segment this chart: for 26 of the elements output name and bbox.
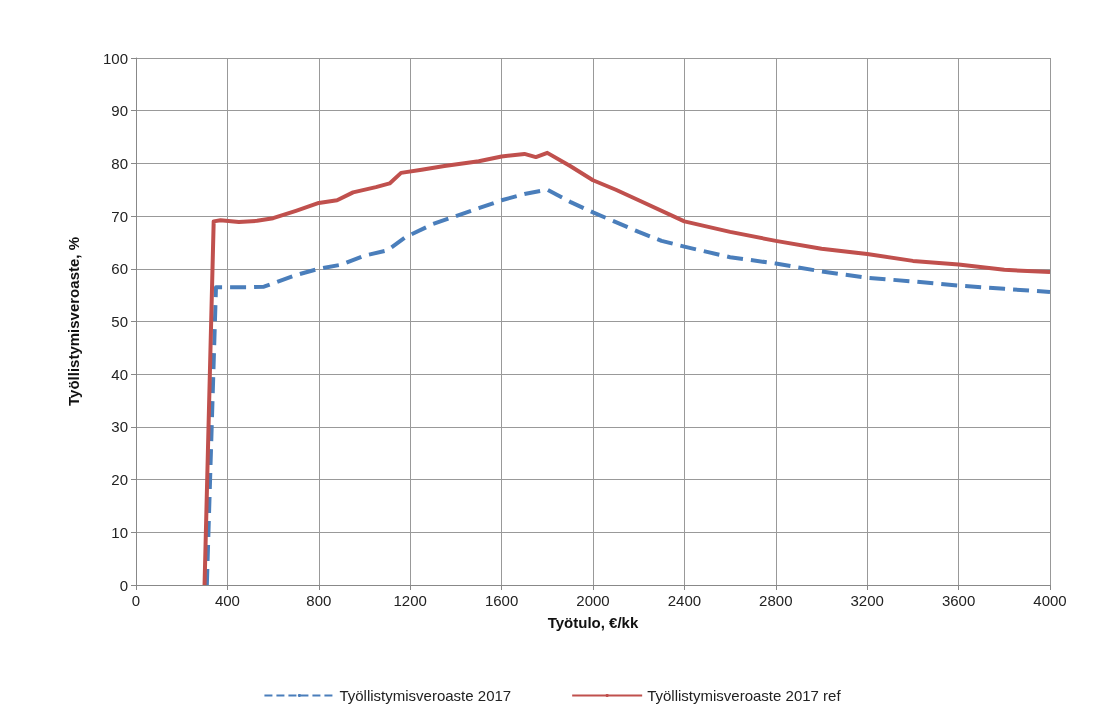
x-tick-label: 1200	[393, 592, 427, 609]
x-axis-title: Työtulo, €/kk	[547, 614, 639, 631]
x-tick-label: 3200	[850, 592, 884, 609]
x-tick-label: 3600	[941, 592, 976, 609]
y-tick-label: 40	[111, 365, 128, 383]
y-tick-label: 30	[111, 418, 128, 436]
y-tick-label: 10	[111, 523, 128, 541]
x-tick-label: 2800	[759, 592, 793, 609]
y-tick-label: 90	[111, 102, 128, 120]
y-tick-label: 70	[111, 207, 128, 225]
x-tick-label: 1600	[484, 592, 519, 609]
x-tick-label: 4000	[1033, 592, 1067, 609]
y-axis-title: Työllistymisveroaste, %	[65, 237, 82, 406]
legend-label: Työllistymisveroaste 2017 ref	[647, 687, 842, 704]
y-tick-label: 80	[111, 154, 128, 172]
x-tick-label: 0	[131, 592, 141, 609]
y-tick-label: 0	[119, 576, 128, 594]
legend-label: Työllistymisveroaste 2017	[339, 687, 512, 704]
y-tick-label: 60	[111, 260, 128, 278]
y-tick-label: 100	[102, 49, 128, 67]
y-tick-label: 20	[111, 471, 128, 489]
x-tick-label: 2000	[576, 592, 610, 609]
x-tick-label: 400	[214, 592, 240, 609]
x-tick-label: 2400	[667, 592, 702, 609]
y-tick-label: 50	[111, 313, 128, 330]
x-tick-label: 800	[306, 592, 332, 609]
